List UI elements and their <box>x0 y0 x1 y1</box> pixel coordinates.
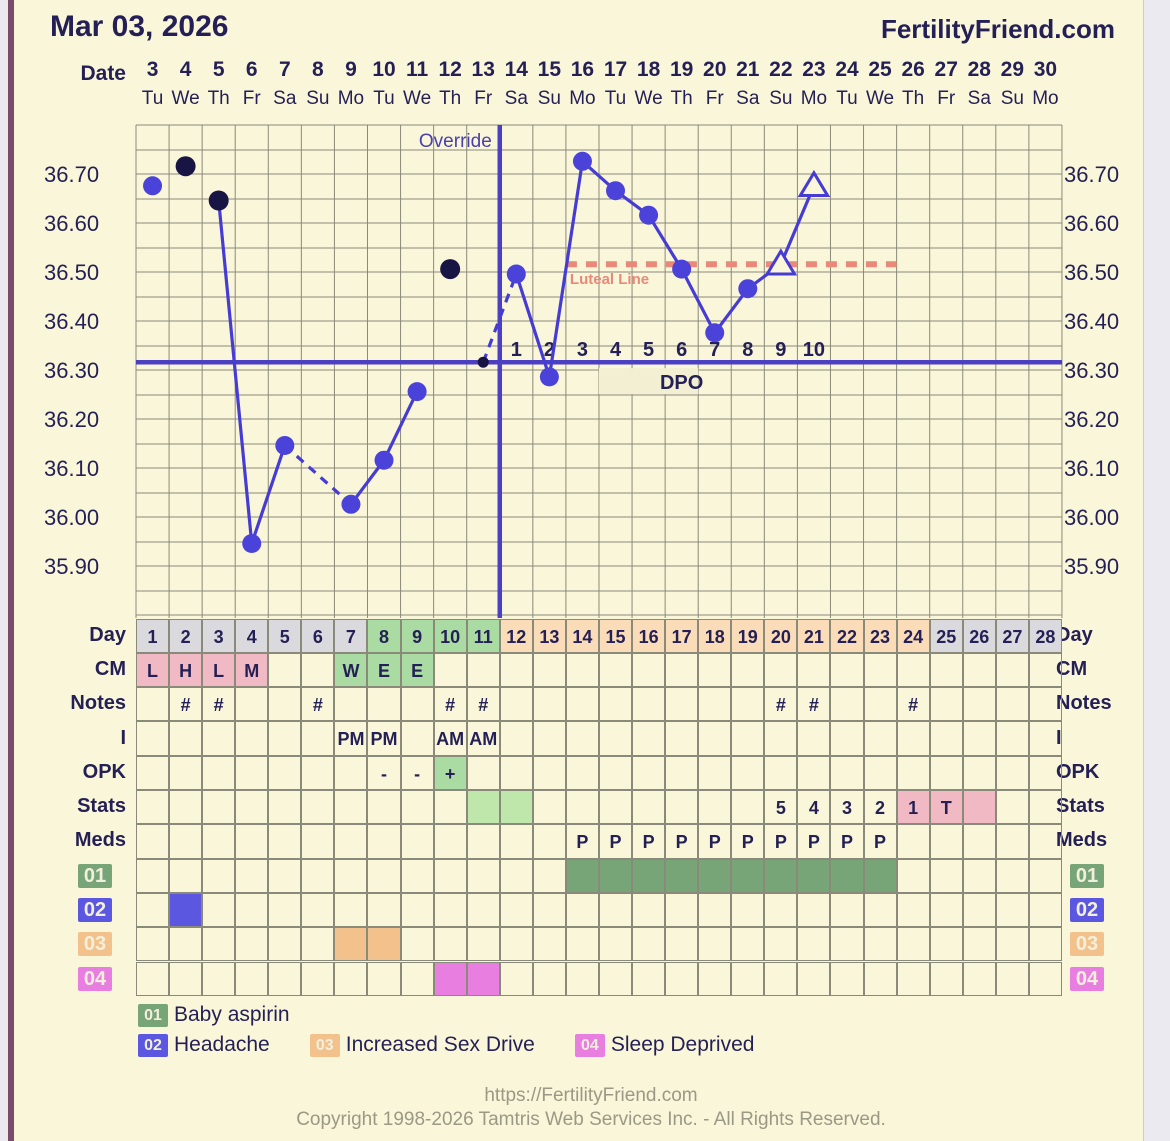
svg-text:7: 7 <box>709 339 720 361</box>
svg-text:1: 1 <box>511 339 522 361</box>
svg-text:Luteal Line: Luteal Line <box>570 271 649 288</box>
svg-text:6: 6 <box>676 339 687 361</box>
svg-text:Override: Override <box>419 131 492 152</box>
svg-text:DPO: DPO <box>660 372 703 394</box>
svg-text:3: 3 <box>577 339 588 361</box>
svg-text:5: 5 <box>643 339 654 361</box>
svg-text:10: 10 <box>803 339 825 361</box>
svg-text:4: 4 <box>610 339 622 361</box>
svg-text:9: 9 <box>775 339 786 361</box>
svg-text:8: 8 <box>742 339 753 361</box>
